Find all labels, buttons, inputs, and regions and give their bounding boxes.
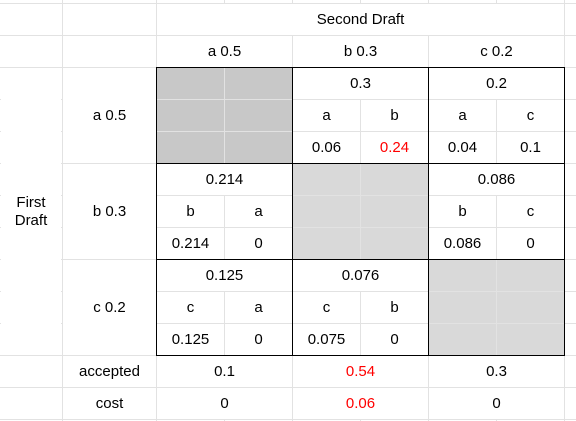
grid-line [0,35,576,36]
probability: 0.214 [171,234,210,252]
token: c [526,202,535,220]
block-border [292,67,429,164]
summary-label: cost [95,394,124,412]
token: b [390,298,399,316]
grid-line [0,387,576,388]
summary-value: 0 [157,388,292,419]
probability: 0 [254,330,263,348]
block-border [428,67,565,164]
probability: 0.04 [447,138,478,156]
block-border [292,163,429,260]
probability: 0.125 [171,330,210,348]
grid-line [0,131,576,132]
block-border [292,259,429,356]
token: b [458,202,467,220]
row-label: a 0.5 [63,68,156,163]
block-total: 0.2 [429,68,564,99]
token: c [322,298,331,316]
grid-line [224,0,225,421]
grid-line [0,99,576,100]
grid-line [0,419,576,420]
summary-value: 0.3 [429,356,564,387]
grid-line [360,0,361,421]
probability: 0.075 [307,330,346,348]
grid-line [0,323,576,324]
probability: 0.1 [520,138,541,156]
probability: 0 [254,234,263,252]
block-total: 0.3 [293,68,428,99]
summary-label: accepted [79,362,140,380]
token: a [322,106,331,124]
token: a [254,298,263,316]
probability: 0.06 [311,138,342,156]
summary-value: 0.06 [293,388,428,419]
row-label: c 0.2 [63,260,156,355]
header: Second Draft [157,4,564,35]
summary-value: 0 [429,388,564,419]
block-total: 0.086 [429,164,564,195]
grid-line [0,291,576,292]
probability: 0.24 [379,138,410,156]
block-border [156,259,293,356]
summary-value: 0.54 [293,356,428,387]
block-border [428,259,565,356]
token: a [254,202,263,220]
block-total: 0.125 [157,260,292,291]
block-total: 0.214 [157,164,292,195]
token: b [390,106,399,124]
probability: 0 [390,330,399,348]
probability: 0.086 [443,234,482,252]
token: a [458,106,467,124]
block-total: 0.076 [293,260,428,291]
row-label: b 0.3 [63,164,156,259]
block-border [156,67,293,164]
grid-line [496,0,497,421]
block-border [428,163,565,260]
grid-line [0,3,576,4]
grid-line [0,195,576,196]
column-header: b 0.3 [293,36,428,67]
token: c [186,298,195,316]
summary-value: 0.1 [157,356,292,387]
probability: 0 [526,234,535,252]
row-group-label: First Draft [1,68,61,355]
grid-line [62,0,63,421]
column-header: c 0.2 [429,36,564,67]
column-header: a 0.5 [157,36,292,67]
grid-line [0,227,576,228]
token: c [526,106,535,124]
token: b [186,202,195,220]
block-border [156,163,293,260]
